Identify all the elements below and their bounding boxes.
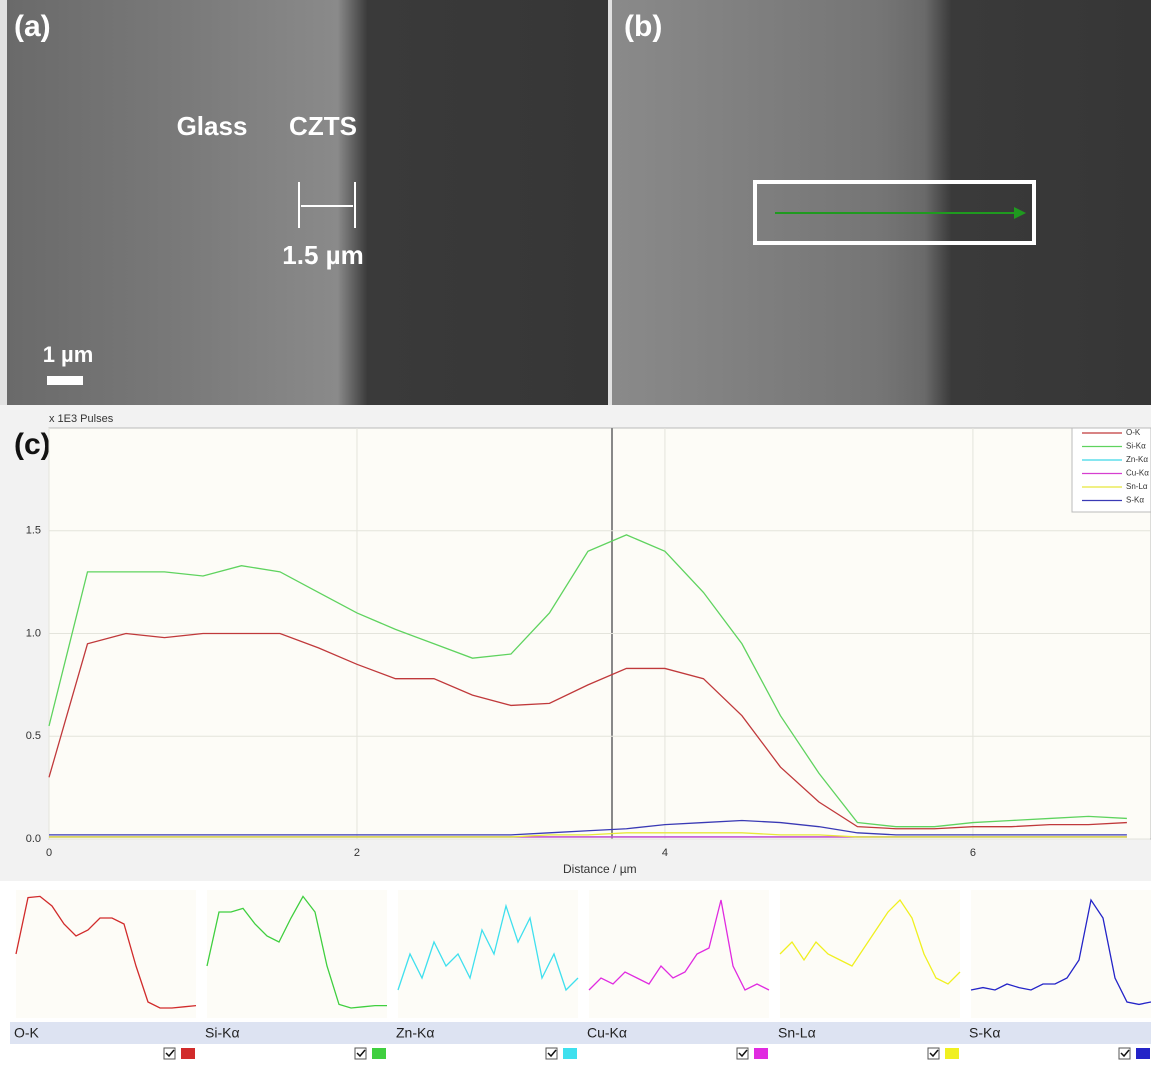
color-swatch [372,1048,386,1059]
data-line [49,819,1127,836]
thickness-label: 1.5 µm [282,240,363,270]
checkbox [927,1047,940,1060]
mini-line [397,903,579,992]
data-line [48,632,1127,830]
legend [1071,427,1151,513]
mini-line [15,895,197,1009]
data-line [48,534,1127,828]
mini-title: Cu-Kα [587,1025,627,1041]
check-mark [929,1049,939,1058]
check-mark [356,1049,366,1058]
mini-caption-bg [965,1022,1151,1044]
mini-caption-bg [201,1022,392,1044]
color-swatch [945,1048,959,1059]
mini-title: Zn-Kα [396,1025,434,1041]
mini-caption-bg [392,1022,583,1044]
y-tick-label: 1.0 [26,627,41,639]
sem-image-a [7,0,608,405]
checkbox [354,1047,367,1060]
y-tick-label: 0.5 [26,730,41,742]
check-mark [738,1049,748,1058]
layer-label: CZTS [289,111,357,141]
mini-plot [16,890,196,1018]
scan-box [753,180,1036,245]
x-tick-label: 6 [970,847,976,859]
sem-image-b [612,0,1151,405]
checkbox [1118,1047,1131,1060]
mini-plot [780,890,960,1018]
layer-label: Glass [177,111,248,141]
sem-annotations: (a) Glass CZTS 1.5 µm 1 µm (b) [14,10,662,367]
mini-caption-bg [10,1022,201,1044]
mini-line [779,898,961,985]
legend-label: Cu-Kα [1126,469,1149,478]
color-swatch [563,1048,577,1059]
mini-plot [589,890,769,1018]
mini-line [588,899,770,991]
mini-plot [971,890,1151,1018]
check-mark [165,1049,175,1058]
x-axis-label: Distance / µm [563,862,637,876]
mini-title: S-Kα [969,1025,1000,1041]
checkbox [545,1047,558,1060]
checkbox [736,1047,749,1060]
data-line [49,832,1127,838]
legend-label: Si-Kα [1126,442,1146,451]
legend-label: Sn-Lα [1126,482,1148,491]
y-tick-label: 1.5 [26,525,41,537]
color-swatch [754,1048,768,1059]
y-tick-label: 0.0 [26,833,41,845]
mini-caption-bg [583,1022,774,1044]
mini-title: Sn-Lα [778,1025,816,1041]
mini-title: Si-Kα [205,1025,240,1041]
mini-line [970,898,1151,1006]
y-unit: x 1E3 Pulses [49,413,114,425]
x-tick-label: 2 [354,847,360,859]
scale-bar [47,376,83,385]
legend-label: S-Kα [1126,496,1144,505]
check-mark [1120,1049,1130,1058]
thickness-arrow [298,182,356,228]
mini-line [206,895,387,1009]
panel-label: (c) [14,428,51,461]
mini-title: O-K [14,1025,40,1041]
mini-plot [398,890,578,1018]
legend-label: O-K [1126,428,1141,437]
mini-plot [207,890,387,1018]
check-mark [547,1049,557,1058]
mini-caption-bg [774,1022,965,1044]
panel-label: (b) [624,10,662,43]
scale-label: 1 µm [43,342,94,367]
color-swatch [1136,1048,1150,1059]
scan-arrow [1014,207,1026,219]
x-tick-label: 4 [662,847,668,859]
checkbox [163,1047,176,1060]
panel-label: (a) [14,10,51,43]
legend-label: Zn-Kα [1126,455,1148,464]
color-swatch [181,1048,195,1059]
x-tick-label: 0 [46,847,52,859]
